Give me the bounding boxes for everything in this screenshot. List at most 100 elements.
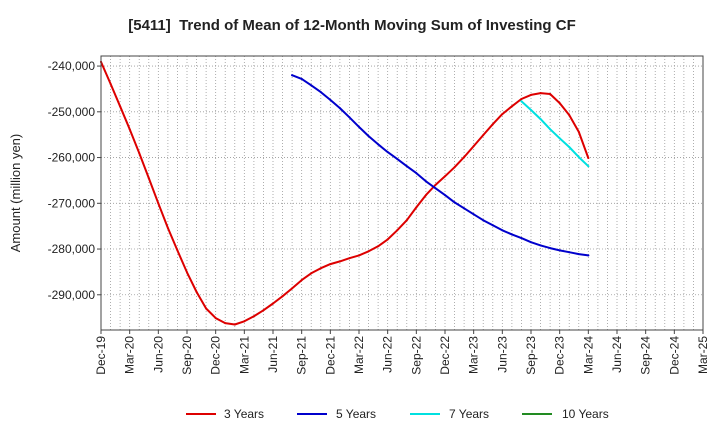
plot-frame <box>100 55 704 331</box>
y-tick-label: -280,000 <box>48 242 96 256</box>
data-point-3-years <box>224 322 227 325</box>
legend-label-7-years: 7 Years <box>449 407 489 421</box>
legend-item-5-years: 5 Years <box>297 407 376 421</box>
data-point-5-years <box>319 91 322 94</box>
data-point-7-years <box>587 165 590 168</box>
data-point-7-years <box>530 109 532 111</box>
y-tick-label: -260,000 <box>48 151 96 165</box>
data-point-5-years <box>539 244 542 247</box>
data-point-5-years <box>348 116 351 119</box>
data-point-5-years <box>520 237 523 240</box>
data-point-5-years <box>338 107 341 110</box>
data-point-3-years <box>338 260 341 263</box>
x-tick-label: Dec-24 <box>667 336 681 375</box>
data-point-3-years <box>262 309 265 312</box>
data-point-3-years <box>310 272 313 275</box>
data-point-3-years <box>252 315 255 318</box>
data-point-3-years <box>491 123 494 126</box>
data-point-7-years <box>539 118 542 121</box>
series-lines <box>100 60 590 326</box>
data-point-3-years <box>453 166 456 169</box>
data-point-3-years <box>482 134 485 137</box>
data-point-3-years <box>367 250 370 253</box>
data-point-5-years <box>310 84 313 87</box>
legend-item-3-years: 3 Years <box>186 407 264 421</box>
data-point-3-years <box>510 105 513 108</box>
x-tick-label: Sep-21 <box>295 336 309 375</box>
data-point-3-years <box>424 194 427 197</box>
data-point-3-years <box>157 202 160 205</box>
legend: 3 Years 5 Years 7 Years 10 Years <box>186 407 609 421</box>
data-point-5-years <box>300 77 303 80</box>
data-point-5-years <box>396 157 399 160</box>
data-point-3-years <box>138 152 141 154</box>
x-tick-label: Jun-23 <box>495 336 509 373</box>
data-point-3-years <box>348 257 351 260</box>
y-axis: -240,000 -250,000 -260,000 -270,000 -280,000… <box>48 59 101 302</box>
series-line-5-years <box>291 74 590 257</box>
data-point-3-years <box>147 177 150 180</box>
data-point-5-years <box>453 201 456 204</box>
data-point-3-years <box>386 238 389 241</box>
data-point-3-years <box>272 302 274 305</box>
data-point-5-years <box>577 253 580 256</box>
series-line-7-years <box>520 100 590 168</box>
legend-item-7-years: 7 Years <box>410 407 489 421</box>
data-point-3-years <box>300 279 303 282</box>
data-point-3-years <box>444 175 446 178</box>
y-tick-label: -240,000 <box>48 59 96 73</box>
data-point-3-years <box>176 249 179 252</box>
x-tick-label: Jun-24 <box>610 336 624 373</box>
data-point-3-years <box>568 114 571 116</box>
data-point-5-years <box>501 229 504 232</box>
x-tick-label: Sep-23 <box>524 336 538 375</box>
data-point-3-years <box>319 267 322 270</box>
data-point-3-years <box>377 245 380 248</box>
y-tick-label: -250,000 <box>48 105 96 119</box>
data-point-5-years <box>415 172 418 175</box>
data-point-7-years <box>558 137 561 140</box>
x-tick-label: Jun-21 <box>266 336 280 373</box>
data-point-5-years <box>482 219 485 222</box>
data-point-5-years <box>530 241 532 244</box>
x-tick-label: Mar-23 <box>467 336 481 374</box>
data-point-3-years <box>396 229 399 232</box>
data-point-5-years <box>558 249 561 252</box>
data-point-5-years <box>463 207 466 210</box>
data-point-5-years <box>568 251 571 254</box>
x-tick-label: Sep-24 <box>639 336 653 375</box>
legend-label-5-years: 5 Years <box>336 407 376 421</box>
data-point-5-years <box>587 254 590 257</box>
x-tick-label: Mar-21 <box>237 336 251 374</box>
data-point-3-years <box>243 320 246 323</box>
y-tick-label: -270,000 <box>48 196 96 210</box>
data-point-5-years <box>405 165 408 168</box>
x-tick-label: Dec-23 <box>553 336 567 375</box>
data-point-3-years <box>128 128 131 131</box>
x-tick-label: Mar-25 <box>696 336 710 374</box>
data-point-5-years <box>549 247 552 250</box>
x-tick-label: Dec-21 <box>323 336 337 375</box>
data-point-5-years <box>444 194 446 197</box>
x-tick-label: Jun-22 <box>381 336 395 373</box>
data-point-3-years <box>539 92 542 95</box>
data-point-3-years <box>463 156 466 159</box>
data-point-3-years <box>549 93 552 95</box>
data-point-3-years <box>520 98 523 100</box>
data-point-5-years <box>386 151 389 154</box>
x-tick-label: Mar-24 <box>581 336 595 374</box>
data-point-5-years <box>434 187 437 190</box>
legend-item-10-years: 10 Years <box>522 407 609 421</box>
data-point-3-years <box>205 307 208 310</box>
data-point-5-years <box>491 224 494 227</box>
data-point-3-years <box>214 317 217 320</box>
data-point-3-years <box>166 227 169 229</box>
data-point-5-years <box>510 233 513 236</box>
data-point-3-years <box>109 82 112 85</box>
data-point-5-years <box>291 74 294 77</box>
data-point-3-years <box>119 105 122 108</box>
data-point-7-years <box>577 156 580 159</box>
y-tick-label: -290,000 <box>48 288 96 302</box>
series-line-3-years <box>100 60 590 326</box>
